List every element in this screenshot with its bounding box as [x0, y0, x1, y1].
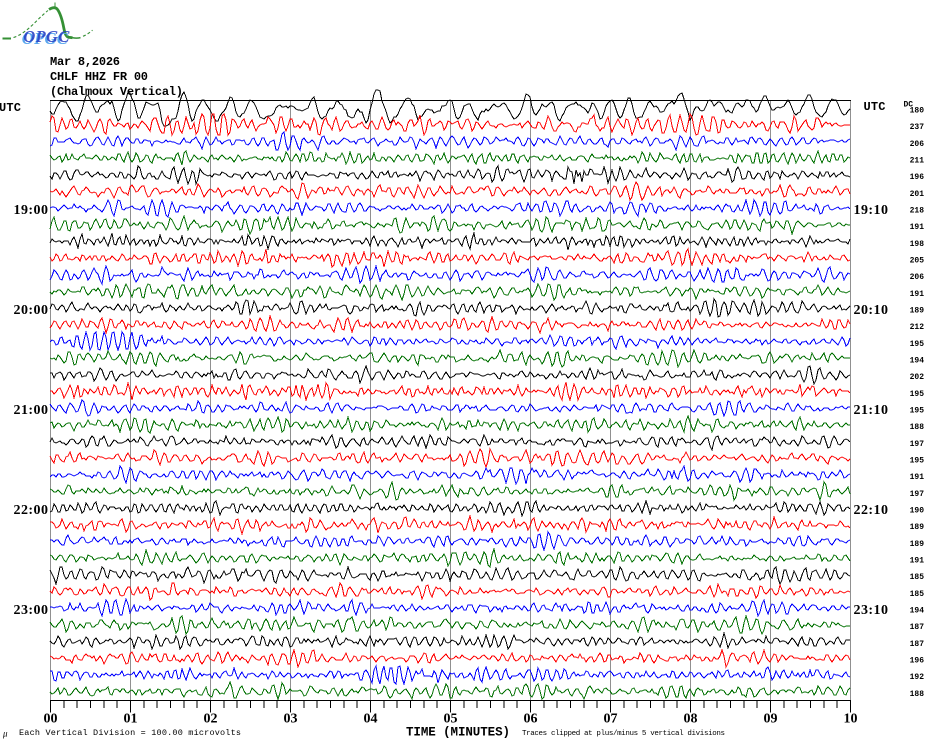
svg-text:189: 189 [910, 307, 925, 316]
svg-text:192: 192 [910, 673, 925, 682]
svg-text:196: 196 [910, 657, 925, 666]
svg-text:195: 195 [910, 390, 925, 399]
svg-text:04: 04 [364, 712, 378, 727]
svg-text:197: 197 [910, 440, 925, 449]
svg-text:(Chalmoux Vertical): (Chalmoux Vertical) [50, 85, 183, 99]
svg-text:187: 187 [910, 623, 925, 632]
svg-text:188: 188 [910, 423, 925, 432]
svg-text:UTC: UTC [0, 101, 21, 115]
svg-text:22:10: 22:10 [854, 503, 889, 518]
svg-text:19:10: 19:10 [854, 203, 889, 218]
svg-text:21:10: 21:10 [854, 403, 889, 418]
svg-text:μ: μ [2, 729, 8, 739]
svg-text:195: 195 [910, 340, 925, 349]
svg-text:03: 03 [284, 712, 298, 727]
svg-text:198: 198 [910, 240, 925, 249]
svg-text:CHLF HHZ FR 00: CHLF HHZ FR 00 [50, 70, 148, 84]
svg-text:UTC: UTC [864, 100, 886, 114]
svg-text:196: 196 [910, 173, 925, 182]
svg-text:190: 190 [910, 507, 925, 516]
svg-text:189: 189 [910, 523, 925, 532]
svg-text:22:00: 22:00 [14, 503, 49, 518]
svg-text:07: 07 [604, 712, 618, 727]
svg-text:237: 237 [910, 123, 925, 132]
svg-text:TIME (MINUTES): TIME (MINUTES) [406, 726, 510, 740]
svg-text:00: 00 [44, 712, 58, 727]
svg-text:202: 202 [910, 373, 925, 382]
svg-text:OPGC: OPGC [23, 27, 70, 46]
svg-text:05: 05 [444, 712, 458, 727]
svg-text:09: 09 [764, 712, 778, 727]
svg-text:212: 212 [910, 323, 925, 332]
svg-text:20:00: 20:00 [14, 303, 49, 318]
svg-text:197: 197 [910, 490, 925, 499]
svg-text:06: 06 [524, 712, 538, 727]
svg-text:205: 205 [910, 257, 925, 266]
svg-text:195: 195 [910, 407, 925, 416]
svg-text:01: 01 [124, 712, 138, 727]
svg-text:195: 195 [910, 457, 925, 466]
svg-text:185: 185 [910, 590, 925, 599]
svg-text:OPGC: OPGC [22, 29, 69, 48]
svg-text:10: 10 [844, 712, 858, 727]
svg-text:20:10: 20:10 [854, 303, 889, 318]
svg-text:185: 185 [910, 573, 925, 582]
svg-text:Traces clipped at plus/minus 5: Traces clipped at plus/minus 5 vertical … [522, 730, 725, 738]
svg-text:Each Vertical Division = 100.: Each Vertical Division = 100.00 microvol… [19, 728, 241, 738]
svg-text:191: 191 [910, 473, 925, 482]
svg-text:194: 194 [910, 607, 925, 616]
svg-text:187: 187 [910, 640, 925, 649]
svg-text:DC: DC [904, 101, 914, 110]
svg-text:191: 191 [910, 290, 925, 299]
svg-text:194: 194 [910, 357, 925, 366]
svg-text:Mar 8,2026: Mar 8,2026 [50, 55, 120, 69]
svg-text:23:00: 23:00 [14, 603, 49, 618]
svg-text:201: 201 [910, 190, 925, 199]
svg-text:191: 191 [910, 223, 925, 232]
svg-text:19:00: 19:00 [14, 203, 49, 218]
svg-text:211: 211 [910, 157, 925, 166]
svg-text:191: 191 [910, 557, 925, 566]
svg-text:189: 189 [910, 540, 925, 549]
svg-text:23:10: 23:10 [854, 603, 889, 618]
svg-text:08: 08 [684, 712, 698, 727]
svg-text:180: 180 [910, 107, 925, 116]
svg-text:02: 02 [204, 712, 218, 727]
svg-text:206: 206 [910, 273, 925, 282]
svg-text:206: 206 [910, 140, 925, 149]
svg-text:218: 218 [910, 207, 925, 216]
svg-text:188: 188 [910, 690, 925, 699]
svg-text:21:00: 21:00 [14, 403, 49, 418]
